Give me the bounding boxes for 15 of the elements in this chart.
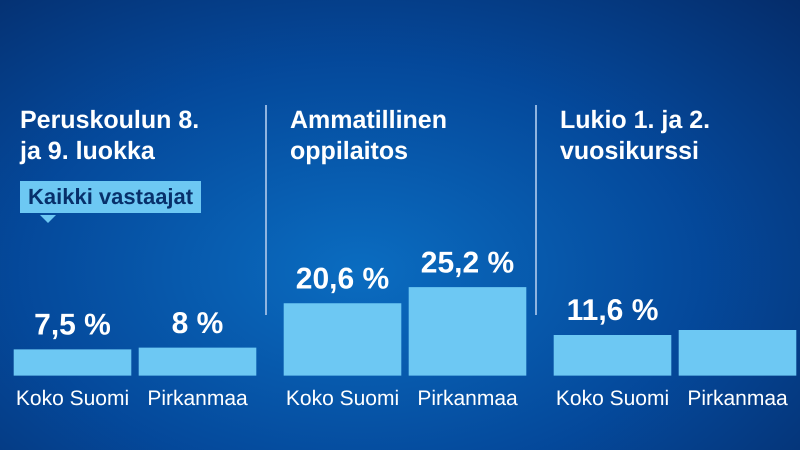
x-tick-label: Koko Suomi xyxy=(286,387,400,410)
x-tick-label: Pirkanmaa xyxy=(417,387,518,410)
data-label: 7,5 % xyxy=(34,308,111,342)
chart-title: Lukio 1. ja 2. vuosikurssi xyxy=(560,105,712,167)
x-tick-label: Koko Suomi xyxy=(556,387,670,410)
data-label: 8 % xyxy=(172,306,224,340)
x-tick-label: Pirkanmaa xyxy=(147,387,248,410)
text: Kaikki vastaajat xyxy=(20,181,202,213)
data-label: 25,2 % xyxy=(420,246,514,280)
chart-title: Peruskoulun 8. ja 9. luokka xyxy=(20,105,200,167)
chart-title: Ammatillinen oppilaitos xyxy=(290,105,448,167)
x-tick-label: Pirkanmaa xyxy=(687,387,788,410)
data-label: 11,6 % xyxy=(566,294,658,328)
data-label: 20,6 % xyxy=(296,262,390,296)
x-tick-label: Koko Suomi xyxy=(16,387,130,410)
